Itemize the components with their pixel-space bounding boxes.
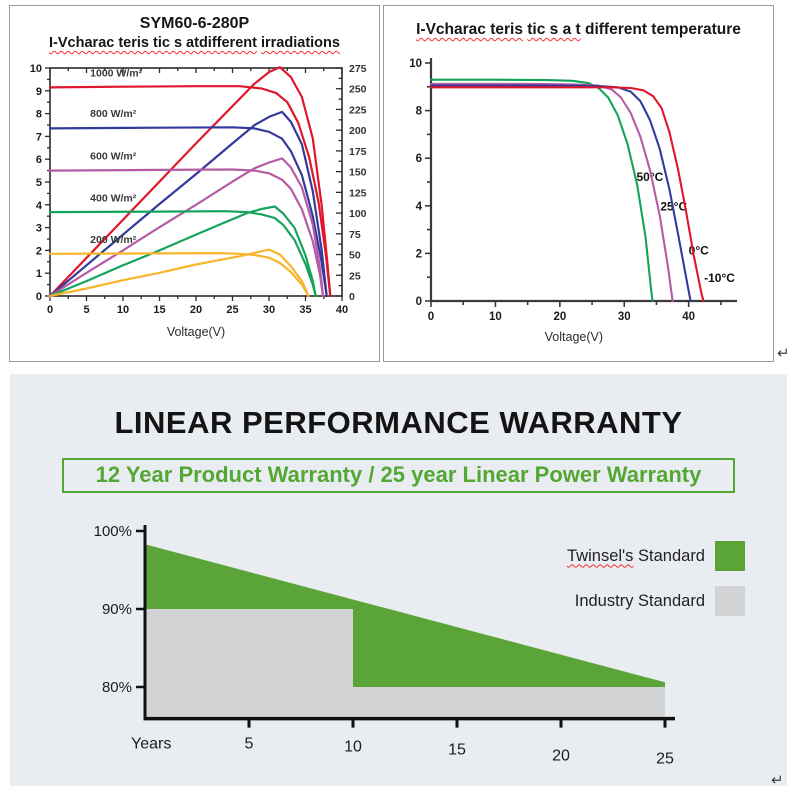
svg-text:30: 30	[263, 304, 275, 316]
svg-text:10: 10	[117, 304, 129, 316]
irradiation-chart-subtitle: I-Vcharac teris tic s atdifferent irradi…	[49, 35, 340, 51]
svg-text:40: 40	[336, 304, 348, 316]
svg-text:10: 10	[30, 63, 42, 75]
irradiation-chart-title: SYM60-6-280P	[139, 15, 250, 32]
svg-text:Voltage(V): Voltage(V)	[544, 330, 602, 344]
svg-text:2: 2	[415, 248, 421, 260]
svg-text:25°C: 25°C	[660, 200, 687, 214]
svg-text:5: 5	[36, 177, 42, 189]
legend-label-industry: Industry Standard	[574, 591, 705, 610]
svg-text:150: 150	[349, 167, 367, 179]
svg-text:1: 1	[36, 268, 42, 280]
svg-text:1000 W/m²: 1000 W/m²	[90, 68, 142, 80]
legend-swatch-industry	[715, 586, 745, 616]
svg-text:125: 125	[349, 187, 367, 199]
svg-text:Voltage(V): Voltage(V)	[167, 325, 225, 339]
svg-text:15: 15	[448, 742, 466, 759]
svg-text:75: 75	[349, 229, 361, 241]
svg-text:7: 7	[36, 131, 42, 143]
svg-text:100%: 100%	[94, 523, 132, 540]
svg-text:175: 175	[349, 146, 367, 158]
temperature-chart-panel: I-Vcharac teris tic s a t different temp…	[383, 5, 774, 362]
svg-text:3: 3	[36, 223, 42, 235]
svg-text:50°C: 50°C	[636, 170, 663, 184]
svg-text:250: 250	[349, 84, 367, 96]
svg-text:5: 5	[245, 736, 254, 753]
svg-text:0: 0	[349, 291, 355, 303]
svg-text:40: 40	[682, 311, 695, 323]
svg-text:600 W/m²: 600 W/m²	[90, 151, 137, 163]
svg-text:200 W/m²: 200 W/m²	[90, 234, 137, 246]
svg-text:15: 15	[153, 304, 165, 316]
paragraph-return-mark-bottom: ↵	[771, 772, 784, 789]
svg-text:0: 0	[427, 311, 433, 323]
svg-text:8: 8	[36, 109, 42, 121]
svg-text:6: 6	[36, 154, 42, 166]
svg-text:80%: 80%	[102, 679, 132, 696]
svg-text:275: 275	[349, 63, 367, 75]
legend-label-twinsel: Twinsel's Standard	[567, 546, 705, 565]
temperature-chart: 0 10 20 30 40024681050°C25°C0°C-10°CVoltage(…	[409, 58, 737, 344]
svg-text:25: 25	[226, 304, 238, 316]
svg-text:0: 0	[36, 291, 42, 303]
svg-text:0: 0	[47, 304, 53, 316]
svg-text:50: 50	[349, 250, 361, 262]
warranty-legend: Twinsel's Standard Industry Standard	[567, 541, 745, 616]
irradiation-chart: 0 5 10 15 20 25 30 35 40012345678910025507510012…	[30, 63, 367, 339]
svg-text:100: 100	[349, 208, 367, 220]
legend-item-twinsel: Twinsel's Standard	[567, 541, 745, 571]
svg-text:35: 35	[299, 304, 311, 316]
svg-text:2: 2	[36, 245, 42, 257]
svg-text:20: 20	[552, 748, 570, 765]
legend-swatch-twinsel	[715, 541, 745, 571]
svg-text:0: 0	[415, 296, 421, 308]
svg-text:6: 6	[415, 153, 421, 165]
svg-text:10: 10	[409, 58, 422, 70]
svg-text:5: 5	[83, 304, 89, 316]
warranty-section: LINEAR PERFORMANCE WARRANTY 12 Year Prod…	[10, 374, 787, 786]
svg-text:90%: 90%	[102, 601, 132, 618]
warranty-chart: 100% 90% 80% 5 10 15 20 25 Years	[94, 523, 675, 768]
svg-text:30: 30	[617, 311, 630, 323]
svg-text:20: 20	[190, 304, 202, 316]
warranty-chart-area: 100% 90% 80% 5 10 15 20 25 Years Twinsel's Stand…	[10, 503, 787, 781]
svg-text:4: 4	[36, 200, 43, 212]
paragraph-return-mark-top: ↵	[777, 345, 790, 362]
svg-text:400 W/m²: 400 W/m²	[90, 192, 137, 204]
svg-text:8: 8	[415, 106, 422, 118]
warranty-banner: 12 Year Product Warranty / 25 year Linea…	[62, 458, 735, 493]
svg-text:20: 20	[553, 311, 566, 323]
svg-text:25: 25	[656, 751, 674, 768]
svg-text:225: 225	[349, 104, 367, 116]
svg-text:9: 9	[36, 86, 42, 98]
svg-text:25: 25	[349, 270, 361, 282]
svg-text:4: 4	[415, 201, 422, 213]
svg-text:10: 10	[344, 739, 362, 756]
svg-text:Years: Years	[131, 736, 171, 753]
irradiation-chart-panel: SYM60-6-280P I-Vcharac teris tic s atdif…	[9, 5, 380, 362]
svg-text:-10°C: -10°C	[704, 271, 735, 285]
legend-item-industry: Industry Standard	[567, 586, 745, 616]
temperature-chart-title: I-Vcharac teris tic s a t different temp…	[416, 21, 741, 38]
svg-text:200: 200	[349, 125, 367, 137]
warranty-heading: LINEAR PERFORMANCE WARRANTY	[114, 405, 683, 440]
svg-text:10: 10	[489, 311, 502, 323]
svg-text:800 W/m²: 800 W/m²	[90, 108, 137, 120]
